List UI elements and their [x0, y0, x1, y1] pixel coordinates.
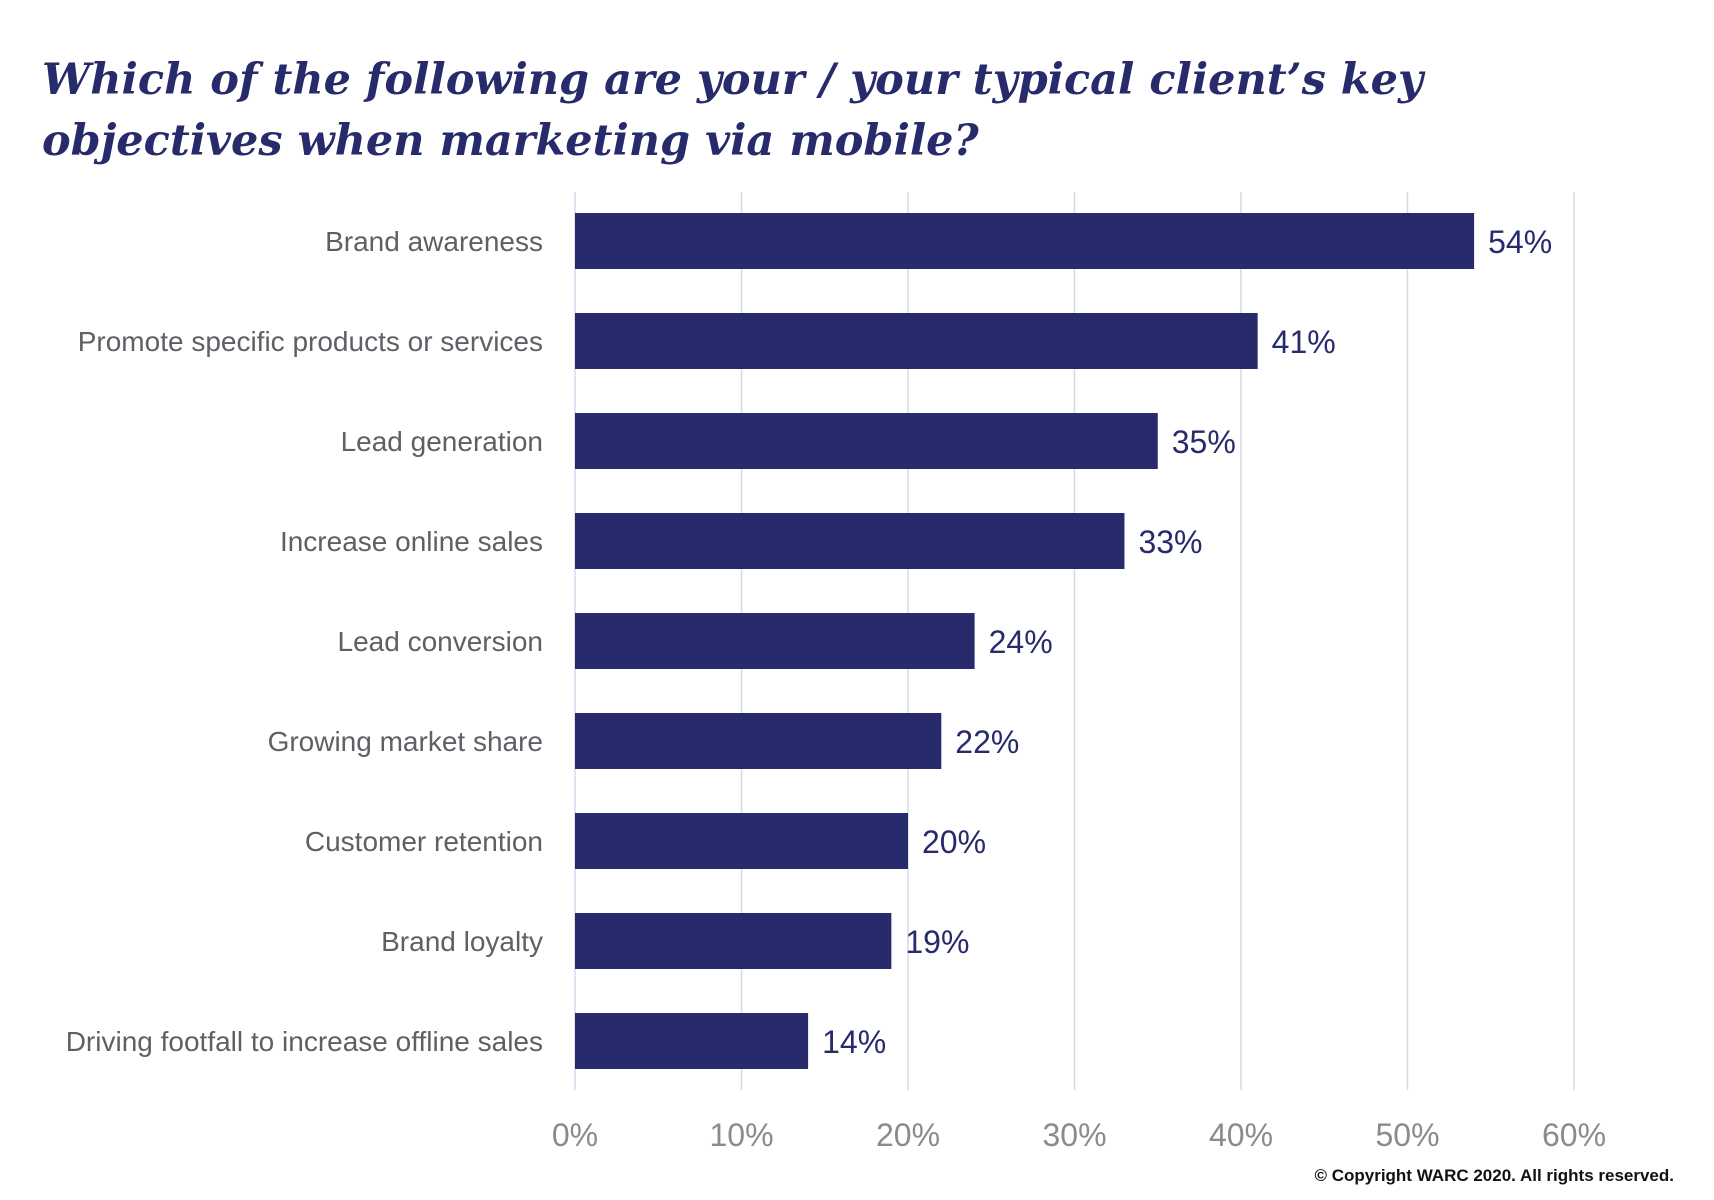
bar	[575, 913, 892, 969]
data-label: 33%	[1138, 524, 1202, 560]
bar	[575, 613, 975, 669]
category-label: Customer retention	[305, 826, 543, 857]
value-labels: 54% 41% 35% 33% 24% 22% 20% 19% 14%	[822, 224, 1552, 1060]
data-label: 22%	[955, 724, 1019, 760]
bar	[575, 713, 942, 769]
x-tick-label: 30%	[1042, 1117, 1106, 1153]
data-label: 19%	[905, 924, 969, 960]
bar	[575, 213, 1475, 269]
x-tick-label: 60%	[1542, 1117, 1606, 1153]
category-label: Lead conversion	[338, 626, 543, 657]
data-label: 35%	[1172, 424, 1236, 460]
x-tick-label: 0%	[552, 1117, 598, 1153]
x-tick-label: 10%	[709, 1117, 773, 1153]
category-labels: Brand awareness Promote specific products…	[66, 226, 543, 1057]
x-tick-label: 40%	[1209, 1117, 1273, 1153]
bar	[575, 413, 1158, 469]
data-label: 41%	[1272, 324, 1336, 360]
bar	[575, 1013, 809, 1069]
data-label: 20%	[922, 824, 986, 860]
x-tick-label: 20%	[876, 1117, 940, 1153]
category-label: Growing market share	[268, 726, 543, 757]
category-label: Brand awareness	[325, 226, 543, 257]
category-label: Lead generation	[341, 426, 543, 457]
category-label: Driving footfall to increase offline sal…	[66, 1026, 543, 1057]
bar	[575, 313, 1258, 369]
data-label: 24%	[989, 624, 1053, 660]
data-label: 14%	[822, 1024, 886, 1060]
category-label: Increase online sales	[280, 526, 543, 557]
category-label: Promote specific products or services	[78, 326, 543, 357]
copyright-notice: © Copyright WARC 2020. All rights reserv…	[1314, 1166, 1674, 1185]
x-tick-label: 50%	[1375, 1117, 1439, 1153]
data-label: 54%	[1488, 224, 1552, 260]
category-label: Brand loyalty	[381, 926, 543, 957]
x-axis-ticks: 0% 10% 20% 30% 40% 50% 60%	[552, 1117, 1606, 1153]
bar	[575, 513, 1125, 569]
bars	[575, 213, 1475, 1069]
chart-title: Which of the following are your / your t…	[42, 55, 1423, 166]
bar	[575, 813, 908, 869]
